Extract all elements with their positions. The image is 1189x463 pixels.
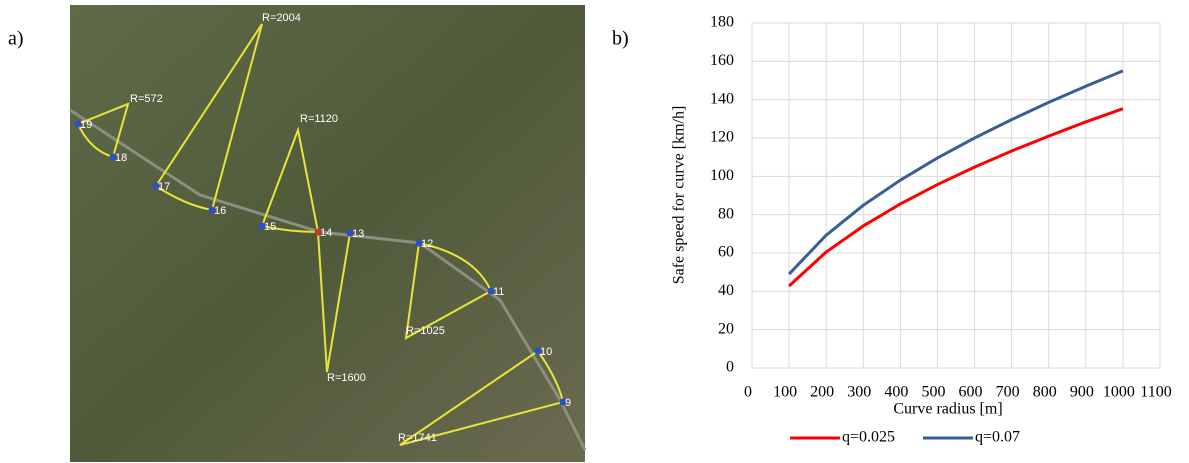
series-line bbox=[788, 69, 1124, 276]
map-node bbox=[559, 398, 567, 406]
node-label: 13 bbox=[352, 228, 364, 240]
radius-label: R=1741 bbox=[398, 432, 437, 444]
radius-label: R=1600 bbox=[327, 372, 366, 384]
x-tick-label: 1000 bbox=[1103, 384, 1135, 401]
y-tick-label: 60 bbox=[718, 244, 734, 261]
map-node bbox=[208, 206, 216, 214]
map: 9 10 11 12 13 14 15 16 17 18 19 R=572 R=2004 R=1120 R=… bbox=[69, 5, 587, 462]
radius-label: R=2004 bbox=[262, 12, 301, 24]
node-label: 9 bbox=[565, 397, 571, 409]
map-node bbox=[487, 287, 495, 295]
x-tick-label: 700 bbox=[996, 384, 1020, 401]
y-tick-label: 80 bbox=[718, 205, 734, 222]
map-node bbox=[415, 239, 423, 247]
node-label: 16 bbox=[214, 205, 226, 217]
map-node bbox=[152, 182, 160, 190]
map-node bbox=[74, 120, 82, 128]
map-node bbox=[109, 153, 117, 161]
radius-label: R=572 bbox=[130, 93, 163, 105]
y-tick-label: 180 bbox=[710, 14, 734, 31]
map-node bbox=[314, 228, 322, 236]
x-tick-label: 800 bbox=[1033, 384, 1057, 401]
y-tick-label: 40 bbox=[718, 282, 734, 299]
legend-label: q=0.07 bbox=[975, 429, 1020, 446]
y-tick-label: 100 bbox=[710, 167, 734, 184]
node-label: 15 bbox=[264, 221, 276, 233]
x-axis-label: Curve radius [m] bbox=[893, 401, 1002, 418]
x-tick-label: 1100 bbox=[1140, 384, 1171, 401]
y-tick-label: 140 bbox=[710, 90, 734, 107]
radius-label: R=1025 bbox=[406, 325, 445, 337]
y-axis-label: Safe speed for curve [km/h] bbox=[671, 106, 688, 285]
x-tick-label: 200 bbox=[810, 384, 834, 401]
y-tick-label: 20 bbox=[718, 320, 734, 337]
panel-label: b) bbox=[612, 28, 629, 50]
node-label: 18 bbox=[115, 152, 127, 164]
chart: 0 20 40 60 80 100 120 140 160 180 0 100 200 300 400 500… bbox=[671, 14, 1172, 446]
radius-label: R=1120 bbox=[300, 113, 338, 125]
map-node bbox=[346, 229, 354, 237]
x-tick-label: 300 bbox=[847, 384, 871, 401]
legend-label: q=0.025 bbox=[842, 429, 895, 446]
x-tick-label: 100 bbox=[773, 384, 797, 401]
curve-geometry bbox=[77, 23, 564, 446]
map-node bbox=[534, 347, 542, 355]
map-node bbox=[258, 222, 266, 230]
node-label: 11 bbox=[493, 286, 504, 298]
y-tick-label: 0 bbox=[726, 359, 734, 376]
y-tick-label: 120 bbox=[710, 129, 734, 146]
y-tick-label: 160 bbox=[710, 52, 734, 69]
x-tick-label: 400 bbox=[884, 384, 908, 401]
x-tick-label: 500 bbox=[921, 384, 945, 401]
node-label: 12 bbox=[421, 238, 433, 250]
series-line bbox=[788, 107, 1124, 288]
x-tick-label: 0 bbox=[744, 384, 752, 401]
x-tick-label: 600 bbox=[959, 384, 983, 401]
panel-label: a) bbox=[8, 28, 24, 50]
node-label: 17 bbox=[158, 181, 170, 193]
x-tick-label: 900 bbox=[1070, 384, 1094, 401]
node-label: 10 bbox=[540, 346, 552, 358]
node-label: 14 bbox=[320, 227, 332, 239]
node-label: 19 bbox=[80, 119, 92, 131]
